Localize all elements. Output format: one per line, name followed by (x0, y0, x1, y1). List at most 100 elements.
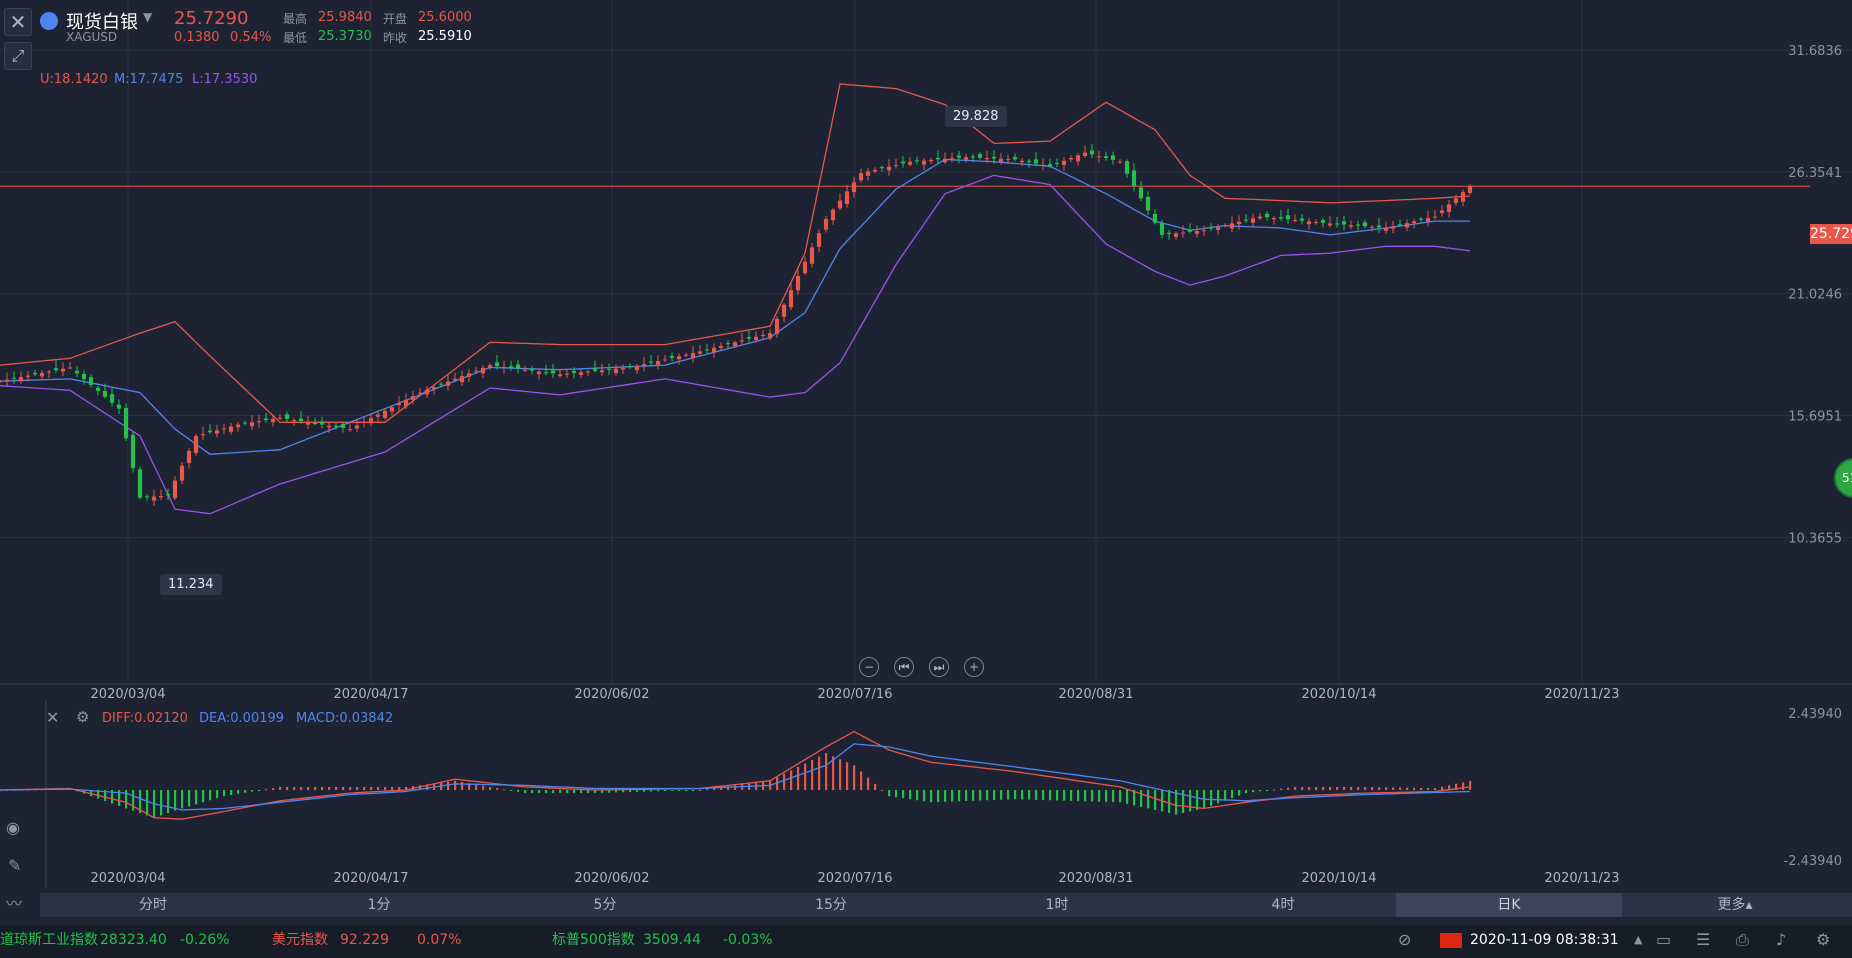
macd-histogram-bar (377, 786, 380, 790)
pencil-icon[interactable]: ✎ (8, 856, 22, 875)
list-icon[interactable]: ☰ (1696, 930, 1711, 949)
settings-icon[interactable]: ⚙ (1816, 930, 1831, 949)
macd-histogram-bar (188, 790, 191, 807)
candle-body (1103, 156, 1109, 159)
y-tick-label: 21.0246 (1788, 288, 1842, 303)
candle-body (683, 354, 689, 356)
tab-timeframe-tick[interactable]: 分时 (139, 897, 167, 913)
macd-histogram-bar (839, 759, 842, 790)
trend-icon[interactable]: 〰 (6, 894, 23, 913)
close-icon[interactable]: ✕ (4, 8, 32, 36)
candle-body (886, 166, 892, 171)
candle-body (1299, 218, 1305, 221)
macd-histogram-bar (1007, 790, 1010, 800)
candle-body (207, 430, 213, 433)
macd-dea-line (0, 743, 1471, 811)
macd-histogram-bar (314, 786, 317, 790)
macd-histogram-bar (1091, 790, 1094, 802)
macd-x-tick-label: 2020/03/04 (91, 871, 166, 886)
macd-histogram-bar (650, 790, 653, 792)
macd-histogram-bar (1266, 790, 1269, 791)
sync-off-icon[interactable]: ⊘ (1398, 930, 1412, 949)
macd-histogram-bar (937, 790, 940, 803)
candle-body (1082, 152, 1088, 156)
macd-x-tick-label: 2020/08/31 (1059, 871, 1134, 886)
scroll-left-button[interactable]: ⏮ (894, 657, 914, 677)
caret-up-icon[interactable]: ▲ (1634, 933, 1643, 946)
window-icon[interactable]: ▭ (1656, 930, 1672, 949)
tab-timeframe-1h[interactable]: 1时 (1045, 897, 1069, 913)
candle-body (1159, 223, 1165, 235)
candle-body (270, 418, 276, 423)
macd-close-icon[interactable]: ✕ (46, 708, 60, 727)
macd-histogram-bar (426, 784, 429, 790)
tab-timeframe-more[interactable]: 更多▴ (1717, 897, 1753, 913)
macd-histogram-bar (1245, 790, 1248, 794)
macd-histogram-bar (601, 790, 604, 793)
tab-timeframe-1m[interactable]: 1分 (367, 897, 391, 913)
macd-histogram-bar (265, 789, 268, 791)
indicator-icon[interactable]: ◉ (6, 818, 20, 837)
ticker-item-name[interactable]: 美元指数 (272, 932, 328, 948)
macd-histogram-bar (1105, 790, 1108, 802)
candle-body (1453, 198, 1459, 204)
candle-body (508, 366, 514, 368)
price-chart[interactable]: 31.6836 26.3541 21.0246 15.6951 10.3655 2020/… (0, 0, 1852, 700)
tab-timeframe-daily[interactable]: 日K (1396, 893, 1622, 917)
candle-body (1334, 223, 1340, 225)
ticker-item-name[interactable]: 标普500指数 (552, 932, 635, 948)
candle-body (879, 167, 885, 169)
gear-icon[interactable]: ⚙ (76, 708, 90, 726)
macd-histogram-bar (1070, 790, 1073, 801)
candle-body (228, 426, 234, 432)
zoom-in-button[interactable]: + (964, 657, 984, 677)
camera-icon[interactable]: ⎙ (1736, 930, 1749, 949)
candle-body (1278, 217, 1284, 219)
timeframe-bar: 分时 1分 5分 15分 1时 4时 日K 更多▴ (40, 893, 1852, 917)
candle-body (452, 378, 458, 381)
chevron-down-icon[interactable]: ▼ (143, 10, 153, 24)
macd-histogram-bar (832, 756, 835, 790)
candle-body (158, 496, 164, 498)
candle-body (781, 304, 787, 317)
boll-lower-legend: L:17.3530 (192, 72, 258, 87)
candle-body (1005, 159, 1011, 161)
instrument-name[interactable]: 现货白银 (66, 12, 138, 33)
ticker-item-name[interactable]: 道琼斯工业指数 (0, 932, 98, 948)
macd-histogram-bar (1021, 790, 1024, 800)
macd-histogram-bar (132, 790, 135, 811)
drawing-tool-icon[interactable]: ⤢ (4, 42, 32, 70)
macd-histogram-bar (1301, 786, 1304, 790)
candle-body (1355, 224, 1361, 226)
candle-body (431, 387, 437, 390)
zoom-out-button[interactable]: − (859, 657, 879, 677)
tab-timeframe-5m[interactable]: 5分 (593, 897, 617, 913)
candle-body (305, 422, 311, 425)
candle-body (1376, 225, 1382, 228)
macd-histogram-bar (1175, 790, 1178, 815)
macd-histogram-bar (790, 770, 793, 790)
macd-histogram-bar (1434, 788, 1437, 790)
macd-histogram-bar (1000, 790, 1003, 800)
macd-histogram-bar (797, 766, 800, 790)
macd-histogram-bar (545, 790, 548, 794)
macd-histogram-bar (1168, 790, 1171, 814)
macd-histogram-bar (258, 790, 261, 791)
candle-body (1327, 223, 1333, 226)
macd-histogram-bar (979, 790, 982, 801)
tab-timeframe-15m[interactable]: 15分 (815, 897, 847, 913)
candle-body (102, 390, 108, 397)
macd-histogram-bar (1287, 787, 1290, 790)
macd-histogram-bar (944, 790, 947, 802)
candle-body (1096, 156, 1102, 158)
macd-chart[interactable]: 2.43940 -2.43940 2020/03/04 2020/04/17 2020/… (0, 700, 1852, 890)
macd-histogram-bar (384, 786, 387, 790)
macd-histogram-bar (1441, 786, 1444, 790)
speaker-icon[interactable]: ♪ (1776, 930, 1787, 949)
candle-body (1145, 196, 1151, 211)
macd-histogram-bar (1196, 790, 1199, 810)
candle-body (18, 377, 24, 382)
tab-timeframe-4h[interactable]: 4时 (1271, 897, 1295, 913)
candle-body (1250, 218, 1256, 223)
scroll-right-button[interactable]: ⏭ (929, 657, 949, 677)
